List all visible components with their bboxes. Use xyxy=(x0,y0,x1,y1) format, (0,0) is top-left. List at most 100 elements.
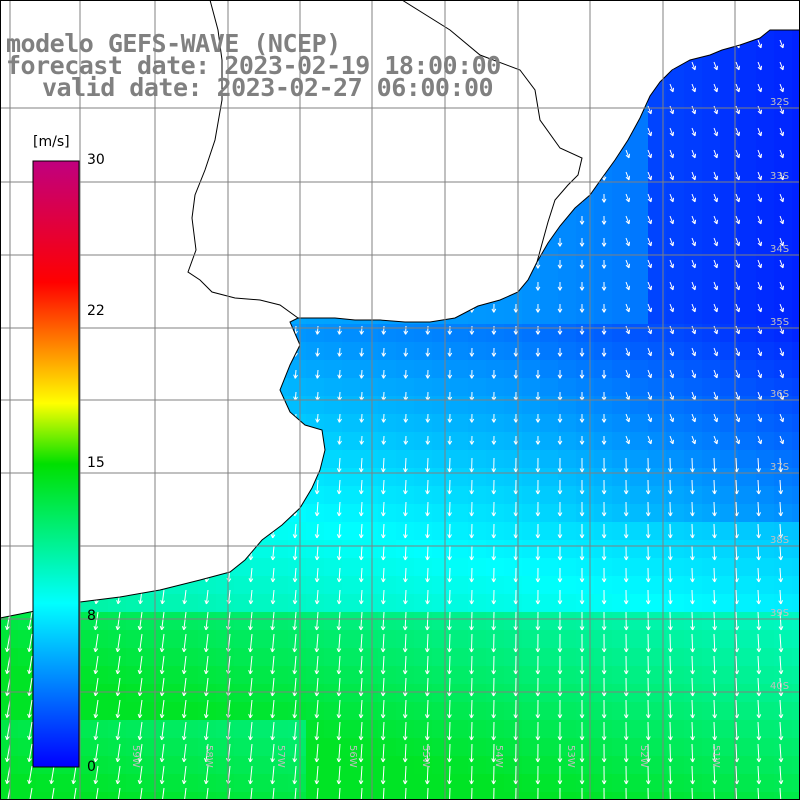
field-cell xyxy=(378,432,397,451)
field-cell xyxy=(756,360,775,379)
field-cell xyxy=(648,648,667,667)
field-cell xyxy=(360,612,379,631)
field-cell xyxy=(648,756,667,775)
field-cell xyxy=(630,324,649,343)
field-cell xyxy=(468,486,487,505)
field-cell xyxy=(702,216,721,235)
field-cell xyxy=(126,666,145,685)
field-cell xyxy=(558,720,577,739)
field-cell xyxy=(414,630,433,649)
field-cell xyxy=(630,306,649,325)
field-cell xyxy=(774,198,793,217)
field-cell xyxy=(54,774,73,793)
field-cell xyxy=(108,648,127,667)
field-cell xyxy=(612,342,631,361)
field-cell xyxy=(630,198,649,217)
field-cell xyxy=(378,684,397,703)
field-cell xyxy=(342,468,361,487)
field-cell xyxy=(414,684,433,703)
field-cell xyxy=(324,324,343,343)
field-cell xyxy=(684,72,703,91)
field-cell xyxy=(504,612,523,631)
field-cell xyxy=(702,234,721,253)
field-cell xyxy=(774,522,793,541)
field-cell xyxy=(594,306,613,325)
field-cell xyxy=(666,306,685,325)
field-cell xyxy=(306,774,325,793)
field-cell xyxy=(540,378,559,397)
valid-date: valid date: 2023-02-27 06:00:00 xyxy=(42,73,494,102)
field-cell xyxy=(756,774,775,793)
lat-label: 32S xyxy=(770,97,789,108)
field-cell xyxy=(792,486,800,505)
field-cell xyxy=(558,684,577,703)
field-cell xyxy=(144,594,163,613)
field-cell xyxy=(486,414,505,433)
field-cell xyxy=(684,486,703,505)
field-cell xyxy=(666,90,685,109)
field-cell xyxy=(468,576,487,595)
field-cell xyxy=(756,432,775,451)
field-cell xyxy=(720,450,739,469)
field-cell xyxy=(648,792,667,800)
field-cell xyxy=(288,378,307,397)
field-cell xyxy=(648,558,667,577)
field-cell xyxy=(18,738,37,757)
field-cell xyxy=(756,270,775,289)
field-cell xyxy=(306,396,325,415)
field-cell xyxy=(432,324,451,343)
field-cell xyxy=(720,576,739,595)
field-cell xyxy=(540,288,559,307)
field-cell xyxy=(756,216,775,235)
field-cell xyxy=(234,792,253,800)
field-cell xyxy=(774,576,793,595)
field-cell xyxy=(756,234,775,253)
field-cell xyxy=(396,756,415,775)
field-cell xyxy=(252,792,271,800)
field-cell xyxy=(720,324,739,343)
field-cell xyxy=(594,630,613,649)
field-cell xyxy=(666,324,685,343)
field-cell xyxy=(774,54,793,73)
field-cell xyxy=(378,576,397,595)
field-cell xyxy=(792,162,800,181)
field-cell xyxy=(738,324,757,343)
field-cell xyxy=(630,414,649,433)
field-cell xyxy=(774,90,793,109)
field-cell xyxy=(756,90,775,109)
field-cell xyxy=(648,576,667,595)
field-cell xyxy=(108,612,127,631)
field-cell xyxy=(342,648,361,667)
field-cell xyxy=(342,774,361,793)
field-cell xyxy=(486,468,505,487)
field-cell xyxy=(792,540,800,559)
field-cell xyxy=(576,414,595,433)
field-cell xyxy=(378,648,397,667)
field-cell xyxy=(432,792,451,800)
field-cell xyxy=(720,108,739,127)
field-cell xyxy=(648,396,667,415)
field-cell xyxy=(774,720,793,739)
field-cell xyxy=(540,648,559,667)
field-cell xyxy=(702,468,721,487)
field-cell xyxy=(90,630,109,649)
field-cell xyxy=(738,396,757,415)
field-cell xyxy=(252,684,271,703)
field-cell xyxy=(540,306,559,325)
field-cell xyxy=(468,324,487,343)
field-cell xyxy=(486,630,505,649)
field-cell xyxy=(162,612,181,631)
field-cell xyxy=(756,702,775,721)
field-cell xyxy=(522,630,541,649)
field-cell xyxy=(522,612,541,631)
field-cell xyxy=(90,738,109,757)
field-cell xyxy=(486,576,505,595)
field-cell xyxy=(522,504,541,523)
field-cell xyxy=(450,648,469,667)
field-cell xyxy=(756,540,775,559)
field-cell xyxy=(756,288,775,307)
field-cell xyxy=(684,162,703,181)
field-cell xyxy=(684,774,703,793)
field-cell xyxy=(468,738,487,757)
field-cell xyxy=(774,486,793,505)
